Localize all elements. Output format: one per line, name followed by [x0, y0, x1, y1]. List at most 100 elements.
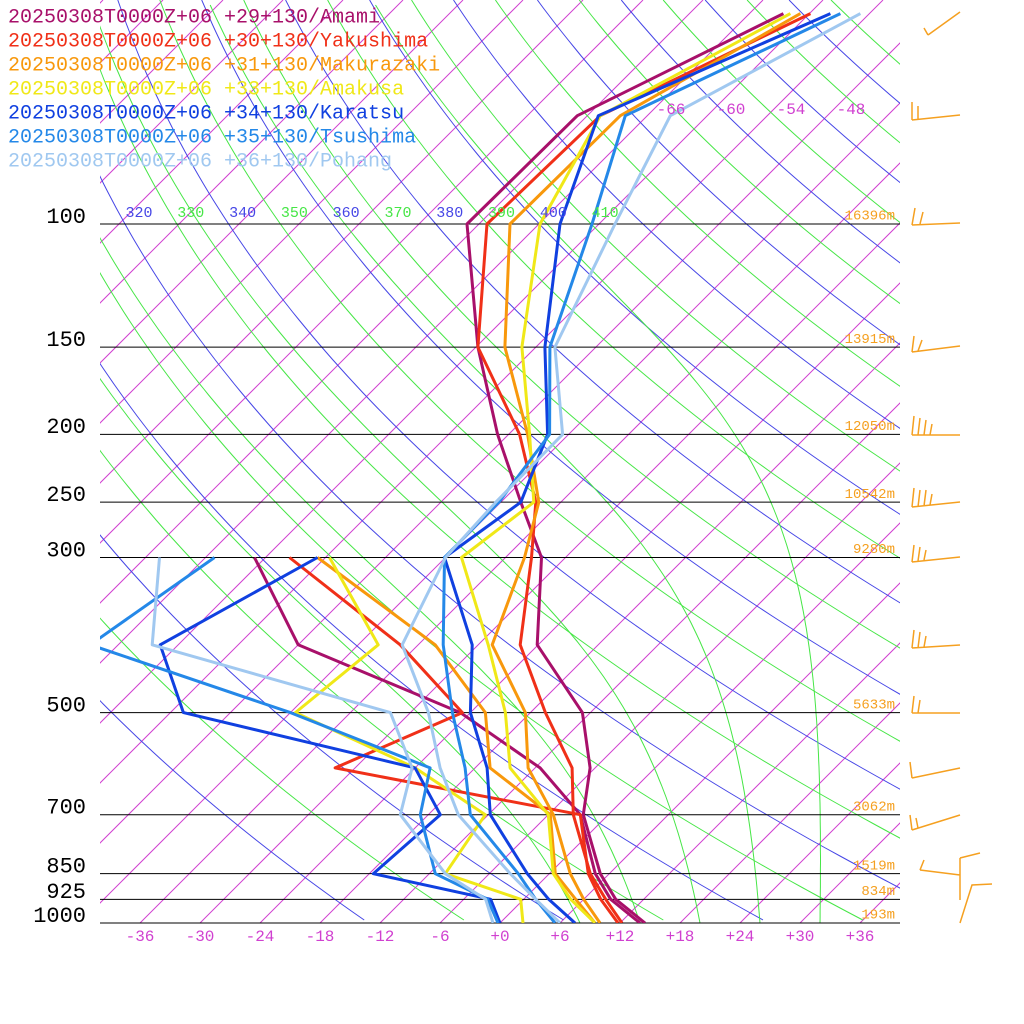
isotherm [619, 642, 900, 923]
y-tick-label: 100 [46, 205, 86, 230]
isotherm [799, 822, 900, 923]
moist-adiabat [375, 4, 821, 923]
dry-adiabat [662, 0, 900, 224]
x-tick-label: +12 [606, 928, 635, 946]
legend-entry: 20250308T0000Z+06 +36+130/Pohang [8, 150, 392, 173]
isotherm [379, 402, 900, 923]
isotherm [100, 0, 884, 784]
x-tick-label: +36 [846, 928, 875, 946]
isotherm [559, 582, 900, 923]
dry-adiabat [100, 617, 465, 921]
legend-entry: 20250308T0000Z+06 +34+130/Karatsu [8, 102, 404, 125]
legend-entry: 20250308T0000Z+06 +31+130/Makurazaki [8, 54, 440, 77]
isotherm [100, 0, 704, 604]
dry-adiabat [327, 0, 900, 559]
moist-adiabat [100, 237, 641, 923]
x-tick-label: +24 [726, 928, 755, 946]
dry-adiabat [100, 362, 764, 921]
legend-entry: 20250308T0000Z+06 +30+130/Yakushima [8, 30, 428, 53]
soundings [100, 12, 862, 923]
x-tick-label: +6 [550, 928, 569, 946]
temperature-line [460, 12, 792, 923]
x-tick-label: +0 [490, 928, 509, 946]
dry-adiabat [453, 0, 900, 430]
moist-adiabat [100, 25, 701, 923]
height-label: 9280m [853, 542, 895, 558]
temperature-line [443, 12, 832, 923]
height-label: 3062m [853, 799, 895, 815]
wind-barb [911, 335, 961, 353]
dry-adiabat [117, 0, 900, 790]
wind-barb [911, 102, 961, 121]
dry-adiabat [285, 0, 900, 604]
height-label: 5633m [853, 697, 895, 713]
isotherm [439, 462, 900, 923]
y-tick-label: 250 [46, 483, 86, 508]
y-tick-label: 300 [46, 538, 86, 563]
isotherm [259, 282, 900, 923]
wind-barb [919, 852, 981, 900]
axes [100, 223, 900, 924]
dewpoint-line [158, 556, 502, 923]
dry-adiabat [201, 0, 900, 695]
wind-barb [923, 11, 961, 36]
dry-adiabat [536, 0, 900, 346]
dewpoint-line [150, 557, 495, 923]
isotherm-label: -60 [717, 101, 746, 119]
height-label: 193m [861, 908, 895, 924]
dry-adiabat [830, 0, 900, 65]
dry-adiabat [100, 175, 900, 889]
wind-barb [909, 814, 961, 831]
legend-entry: 20250308T0000Z+06 +29+130/Amami [8, 6, 380, 29]
legend-entry: 20250308T0000Z+06 +33+130/Amakusa [8, 78, 404, 101]
dry-adiabat [159, 0, 900, 742]
dry-adiabat [494, 0, 900, 387]
temperature-line [441, 12, 842, 923]
dry-adiabat [100, 700, 365, 921]
y-tick-label: 500 [46, 693, 86, 718]
isotherm [100, 0, 824, 724]
isotherm [100, 0, 464, 364]
legend-entry: 20250308T0000Z+06 +35+130/Tsushima [8, 126, 416, 149]
height-label: 13915m [845, 332, 895, 348]
x-tick-label: +18 [666, 928, 695, 946]
isotherm [100, 0, 284, 184]
y-tick-label: 925 [46, 880, 86, 905]
dry-adiabat [746, 0, 900, 144]
height-label: 16396m [845, 209, 895, 225]
isotherm [100, 42, 900, 844]
wind-barb [911, 629, 961, 649]
dry-adiabat [100, 272, 864, 921]
height-label: 10542m [845, 487, 895, 503]
wind-barb [911, 415, 960, 436]
temperature-line [476, 12, 812, 923]
isotherm [920, 0, 1024, 923]
height-label: 1519m [853, 858, 895, 874]
x-tick-label: -36 [126, 928, 155, 946]
y-tick-label: 850 [46, 854, 86, 879]
x-tick-label: -24 [246, 928, 275, 946]
dry-adiabat [411, 0, 900, 472]
dry-adiabat [100, 68, 900, 839]
wind-barb [959, 883, 993, 924]
theta-label: 350 [281, 205, 308, 222]
height-label: 834m [861, 884, 895, 900]
isotherm [739, 762, 900, 923]
theta-label: 340 [229, 205, 256, 222]
moist-adiabat [209, 4, 761, 923]
wind-barbs [909, 11, 993, 924]
dry-adiabat [620, 0, 900, 264]
temperature-line [400, 12, 862, 923]
x-tick-label: -18 [306, 928, 335, 946]
isotherm-label: -54 [777, 101, 806, 119]
wind-barb [909, 761, 961, 779]
moist-adiabat [100, 377, 581, 923]
isotherm [100, 0, 524, 424]
temperature-line [465, 12, 785, 923]
isotherm [100, 0, 644, 544]
dry-adiabat [369, 0, 900, 515]
x-tick-label: -6 [430, 928, 449, 946]
isotherm [100, 0, 404, 304]
dry-adiabat [704, 0, 900, 184]
